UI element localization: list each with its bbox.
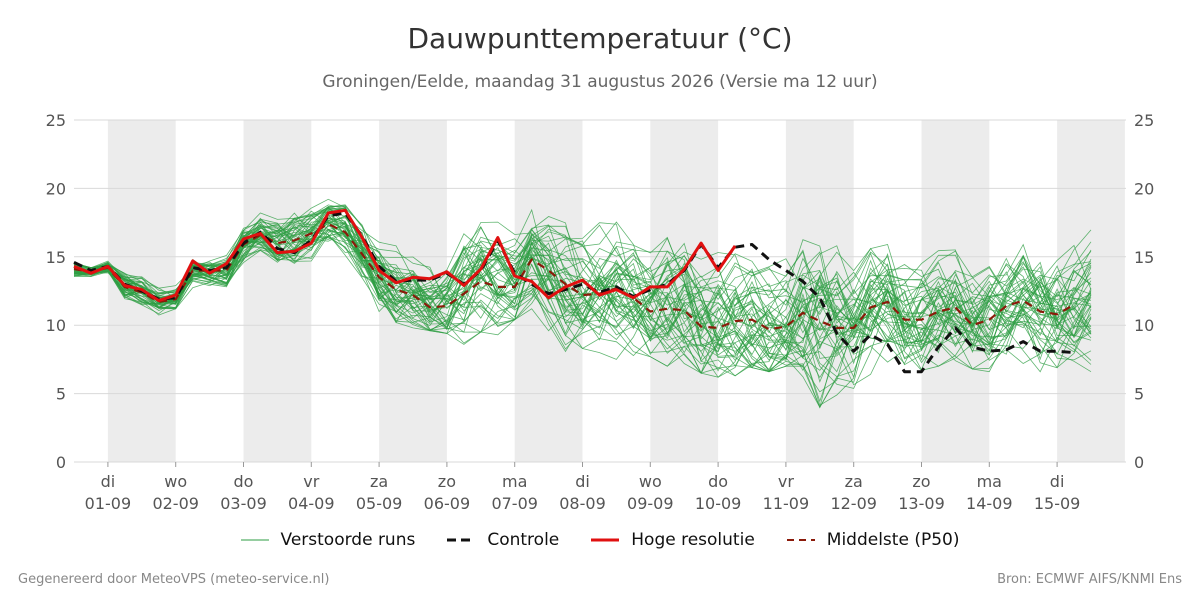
high-res-series-line bbox=[73, 208, 737, 303]
y-tick-label-left: 20 bbox=[46, 179, 66, 198]
x-tick-date: 15-09 bbox=[1034, 494, 1081, 513]
x-tick-day: zo bbox=[438, 472, 456, 491]
ensemble-member-line bbox=[73, 232, 1092, 365]
control-series-line bbox=[73, 211, 1075, 374]
x-tick-date: 12-09 bbox=[830, 494, 877, 513]
x-tick-date: 06-09 bbox=[424, 494, 471, 513]
ensemble-member-line bbox=[73, 207, 1092, 361]
legend-swatch-control bbox=[447, 538, 476, 542]
ensemble-member-line bbox=[73, 205, 1092, 366]
y-tick-label-left: 25 bbox=[46, 111, 66, 130]
ensemble-member-line bbox=[73, 216, 1092, 373]
x-tick-date: 05-09 bbox=[356, 494, 403, 513]
x-tick-day: vr bbox=[303, 472, 319, 491]
ensemble-member-line bbox=[73, 207, 1092, 373]
legend-swatch-median bbox=[786, 539, 815, 541]
x-tick-day: di bbox=[1050, 472, 1065, 491]
ensemble-member-line bbox=[73, 217, 1092, 379]
y-tick-label-right: 20 bbox=[1134, 179, 1154, 198]
x-tick-date: 03-09 bbox=[220, 494, 267, 513]
x-tick-date: 07-09 bbox=[491, 494, 538, 513]
ensemble-member-line bbox=[73, 210, 1092, 373]
ensemble-member-line bbox=[73, 209, 1092, 371]
day-band bbox=[921, 120, 990, 462]
ensemble-member-line bbox=[73, 221, 1092, 344]
y-tick-label-right: 25 bbox=[1134, 111, 1154, 130]
ensemble-member-line bbox=[73, 233, 1092, 372]
x-tick-day: zo bbox=[912, 472, 930, 491]
footer-source: Bron: ECMWF AIFS/KNMI Ens bbox=[997, 572, 1182, 587]
x-tick-day: za bbox=[845, 472, 863, 491]
x-tick-day: do bbox=[708, 472, 728, 491]
x-tick-date: 13-09 bbox=[898, 494, 945, 513]
legend-item-median[interactable]: Middelste (P50) bbox=[786, 530, 960, 550]
x-tick-date: 01-09 bbox=[85, 494, 132, 513]
x-tick-date: 14-09 bbox=[966, 494, 1013, 513]
x-tick-date: 09-09 bbox=[627, 494, 674, 513]
x-tick-day: di bbox=[575, 472, 590, 491]
y-tick-label-right: 0 bbox=[1134, 453, 1144, 472]
day-band bbox=[650, 120, 719, 462]
x-tick-day: ma bbox=[502, 472, 527, 491]
legend-item-ensemble[interactable]: Verstoorde runs bbox=[240, 530, 416, 550]
y-tick-label-left: 5 bbox=[56, 385, 66, 404]
legend-label-high-res: Hoge resolutie bbox=[631, 530, 755, 550]
median-series-line bbox=[73, 222, 1075, 331]
x-tick-day: za bbox=[370, 472, 388, 491]
y-tick-label-right: 15 bbox=[1134, 248, 1154, 267]
legend-swatch-ensemble bbox=[240, 539, 269, 541]
legend-item-high-res[interactable]: Hoge resolutie bbox=[591, 530, 755, 550]
footer-generator: Gegenereerd door MeteoVPS (meteo-service… bbox=[18, 572, 330, 587]
day-band bbox=[785, 120, 854, 462]
x-tick-date: 10-09 bbox=[695, 494, 742, 513]
y-tick-label-left: 10 bbox=[46, 316, 66, 335]
x-tick-date: 08-09 bbox=[559, 494, 606, 513]
x-tick-day: di bbox=[101, 472, 116, 491]
ensemble-member-line bbox=[73, 217, 1092, 374]
legend-label-median: Middelste (P50) bbox=[826, 530, 960, 550]
y-tick-label-left: 15 bbox=[46, 248, 66, 267]
chart-legend: Verstoorde runs Controle Hoge resolutie … bbox=[0, 530, 1200, 550]
chart-title: Dauwpunttemperatuur (°C) bbox=[407, 22, 793, 55]
x-tick-day: do bbox=[234, 472, 254, 491]
x-tick-date: 02-09 bbox=[152, 494, 199, 513]
y-tick-label-left: 0 bbox=[56, 453, 66, 472]
x-tick-day: ma bbox=[977, 472, 1002, 491]
x-tick-day: vr bbox=[778, 472, 794, 491]
ensemble-member-line bbox=[73, 220, 1092, 369]
legend-item-control[interactable]: Controle bbox=[447, 530, 559, 550]
legend-label-control: Controle bbox=[487, 530, 560, 550]
y-tick-label-right: 10 bbox=[1134, 316, 1154, 335]
legend-label-ensemble: Verstoorde runs bbox=[280, 530, 416, 550]
chart-subtitle: Groningen/Eelde, maandag 31 augustus 202… bbox=[322, 72, 878, 92]
ensemble-member-line bbox=[73, 214, 1092, 403]
day-band bbox=[243, 120, 312, 462]
x-tick-day: wo bbox=[164, 472, 187, 491]
x-tick-date: 04-09 bbox=[288, 494, 335, 513]
legend-swatch-high-res bbox=[591, 538, 620, 542]
y-tick-label-right: 5 bbox=[1134, 385, 1144, 404]
x-tick-day: wo bbox=[639, 472, 662, 491]
x-tick-date: 11-09 bbox=[763, 494, 810, 513]
ensemble-member-line bbox=[73, 214, 1092, 373]
